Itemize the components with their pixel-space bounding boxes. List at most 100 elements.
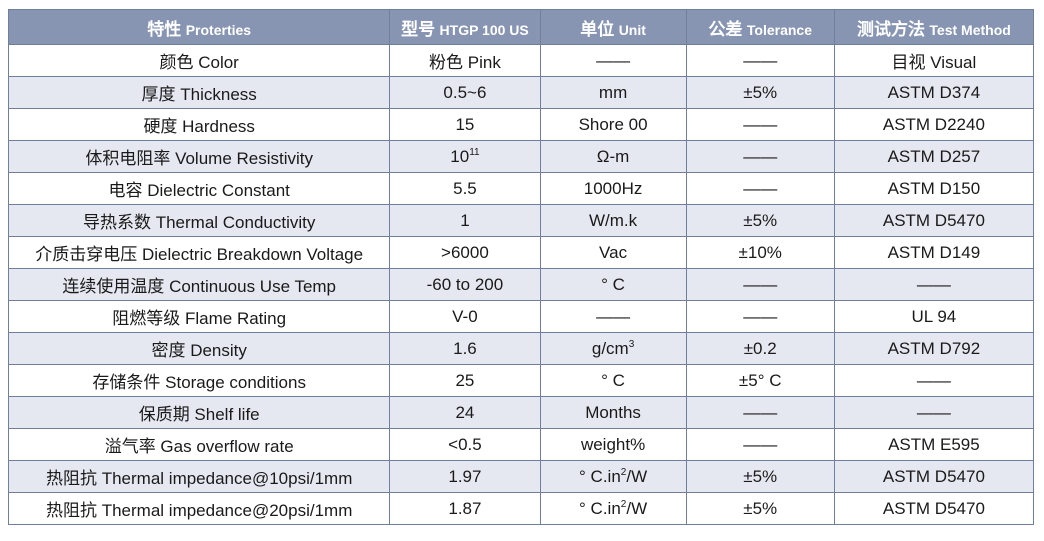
cell-tolerance: ±0.2: [685, 332, 835, 365]
cell-property-text: 介质击穿电压 Dielectric Breakdown Voltage: [35, 245, 364, 264]
cell-method-text: ASTM D257: [887, 146, 981, 166]
header-test-method-zh: 测试方法: [856, 19, 925, 39]
table-row: 溢气率 Gas overflow rate <0.5 weight% —— ASTM E…: [7, 428, 1035, 461]
header-model-en: HTGP 100 US: [439, 21, 529, 38]
header-test-method: 测试方法 Test Method: [833, 9, 1035, 45]
table-row: 电容 Dielectric Constant 5.5 1000Hz —— ASTM D1…: [7, 172, 1035, 205]
cell-tolerance: ±5° C: [685, 364, 835, 397]
cell-property-text: 溢气率 Gas overflow rate: [104, 437, 294, 456]
cell-value-text: 25: [455, 370, 475, 390]
cell-unit-tail: /W: [626, 466, 648, 486]
table-row: 介质击穿电压 Dielectric Breakdown Voltage >6000…: [7, 236, 1035, 269]
cell-tolerance-text: ——: [743, 402, 778, 422]
cell-tolerance-text: ——: [743, 114, 778, 134]
cell-tolerance-text: ——: [743, 306, 778, 326]
cell-value-text: 15: [455, 114, 475, 134]
cell-value: 24: [389, 396, 541, 429]
cell-unit: ——: [539, 300, 687, 333]
cell-unit-text: ° C: [601, 370, 625, 390]
cell-tolerance: ±5%: [685, 76, 835, 109]
cell-value: 1: [389, 204, 541, 237]
table-row: 颜色 Color 粉色 Pink —— —— 目视 Visual: [7, 44, 1035, 77]
cell-unit: ° C.in2/W: [539, 492, 687, 525]
table-row: 体积电阻率 Volume Resistivity 1011 Ω-m —— ASTM D2…: [7, 140, 1035, 173]
cell-method: ASTM D149: [833, 236, 1035, 269]
cell-unit-superscript: 3: [628, 338, 635, 350]
header-unit-en: Unit: [618, 21, 646, 38]
cell-method-text: ASTM D5470: [882, 498, 985, 518]
cell-property-text: 连续使用温度 Continuous Use Temp: [62, 277, 337, 296]
cell-property-text: 热阻抗 Thermal impedance@10psi/1mm: [46, 469, 353, 488]
cell-tolerance-text: ±5%: [743, 82, 778, 102]
cell-property: 热阻抗 Thermal impedance@20psi/1mm: [7, 492, 391, 525]
cell-value-text: >6000: [441, 242, 489, 262]
cell-tolerance-text: ±5%: [743, 466, 778, 486]
cell-method-text: ASTM D5470: [882, 466, 985, 486]
cell-value-text: 10: [450, 146, 470, 166]
cell-method: ASTM D2240: [833, 108, 1035, 141]
cell-property: 密度 Density: [7, 332, 391, 365]
header-tolerance-en: Tolerance: [746, 21, 812, 38]
cell-unit-text: ° C.in: [579, 466, 621, 486]
cell-value-text: 1: [460, 210, 470, 230]
spec-table: 特性 Proterties 型号 HTGP 100 US 单位 Unit 公差 …: [7, 9, 1035, 525]
header-unit: 单位 Unit: [539, 9, 687, 45]
cell-unit-text: ° C.in: [579, 498, 621, 518]
cell-method: ——: [833, 364, 1035, 397]
cell-property: 保质期 Shelf life: [7, 396, 391, 429]
header-test-method-en: Test Method: [929, 21, 1011, 38]
cell-method-text: 目视 Visual: [891, 53, 977, 72]
cell-value-text: 24: [455, 402, 475, 422]
cell-property-text: 体积电阻率 Volume Resistivity: [85, 149, 314, 168]
cell-property: 厚度 Thickness: [7, 76, 391, 109]
table-row: 热阻抗 Thermal impedance@10psi/1mm 1.97 ° C.i…: [7, 460, 1035, 493]
cell-unit-text: ——: [596, 306, 631, 326]
cell-unit: mm: [539, 76, 687, 109]
cell-property: 硬度 Hardness: [7, 108, 391, 141]
cell-method-text: ——: [916, 370, 951, 390]
cell-property-text: 厚度 Thickness: [141, 85, 257, 104]
cell-value: 15: [389, 108, 541, 141]
cell-unit-superscript: 2: [620, 466, 627, 478]
cell-tolerance-text: ±5%: [743, 210, 778, 230]
cell-property-text: 存储条件 Storage conditions: [92, 373, 306, 392]
cell-unit-text: ——: [596, 50, 631, 70]
cell-tolerance-text: ——: [743, 50, 778, 70]
cell-property: 介质击穿电压 Dielectric Breakdown Voltage: [7, 236, 391, 269]
cell-tolerance-text: ±5° C: [738, 370, 782, 390]
cell-tolerance: ——: [685, 300, 835, 333]
cell-method-text: UL 94: [911, 306, 957, 326]
cell-method: ASTM D5470: [833, 492, 1035, 525]
cell-tolerance-text: ——: [743, 434, 778, 454]
table-row: 热阻抗 Thermal impedance@20psi/1mm 1.87 ° C.i…: [7, 492, 1035, 525]
cell-tolerance: ——: [685, 268, 835, 301]
cell-tolerance: ——: [685, 172, 835, 205]
cell-unit: ° C: [539, 268, 687, 301]
cell-method: ASTM D792: [833, 332, 1035, 365]
cell-property: 颜色 Color: [7, 44, 391, 77]
cell-property-text: 导热系数 Thermal Conductivity: [82, 213, 316, 232]
cell-method-text: ASTM D792: [887, 338, 981, 358]
cell-tolerance: ±10%: [685, 236, 835, 269]
cell-unit-text: ° C: [601, 274, 625, 294]
cell-method-text: ASTM D2240: [882, 114, 985, 134]
header-tolerance-zh: 公差: [708, 19, 743, 39]
cell-unit-text: Vac: [599, 242, 628, 262]
cell-method: ASTM D5470: [833, 460, 1035, 493]
cell-unit: ° C.in2/W: [539, 460, 687, 493]
header-tolerance: 公差 Tolerance: [685, 9, 835, 45]
cell-unit: g/cm3: [539, 332, 687, 365]
table-header: 特性 Proterties 型号 HTGP 100 US 单位 Unit 公差 …: [7, 9, 1035, 45]
cell-property: 存储条件 Storage conditions: [7, 364, 391, 397]
cell-property-text: 颜色 Color: [159, 53, 239, 72]
cell-tolerance-text: ±10%: [738, 242, 782, 262]
cell-method: ASTM D150: [833, 172, 1035, 205]
cell-unit: Vac: [539, 236, 687, 269]
table-body: 颜色 Color 粉色 Pink —— —— 目视 Visual 厚度 Thickness…: [7, 44, 1035, 525]
cell-value: 1011: [389, 140, 541, 173]
cell-unit-text: Shore 00: [578, 114, 648, 134]
table-row: 保质期 Shelf life 24 Months —— ——: [7, 396, 1035, 429]
cell-unit-text: W/m.k: [588, 210, 638, 230]
header-properties-en: Proterties: [185, 21, 252, 38]
cell-property: 阻燃等级 Flame Rating: [7, 300, 391, 333]
